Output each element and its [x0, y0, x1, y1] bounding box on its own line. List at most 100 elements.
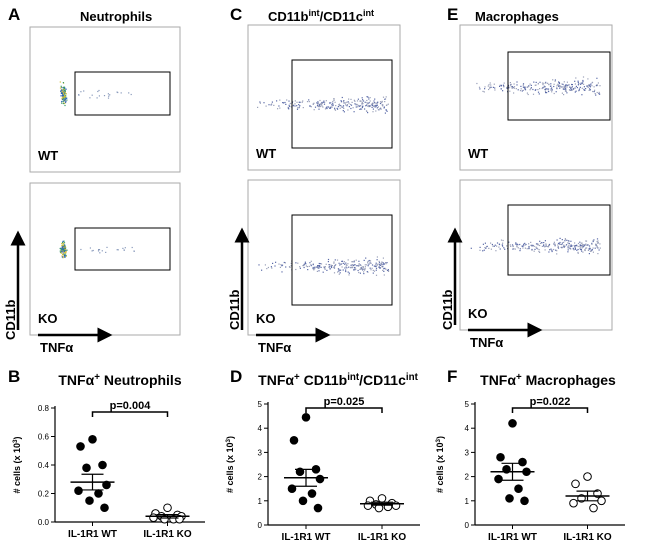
event-dot: [563, 241, 565, 243]
event-dot: [333, 266, 335, 269]
event-dot: [342, 100, 345, 102]
event-dot: [347, 259, 349, 261]
event-dot: [547, 88, 550, 90]
event-dot: [323, 266, 325, 268]
event-dot: [63, 96, 66, 98]
event-dot: [512, 248, 514, 250]
event-dot: [558, 84, 560, 86]
data-point: [94, 489, 103, 498]
event-dot: [547, 246, 549, 248]
event-dot: [557, 244, 559, 246]
event-dot: [589, 85, 591, 87]
event-dot: [61, 96, 63, 98]
event-dot: [584, 244, 586, 246]
event-dot: [385, 262, 387, 264]
event-dot: [545, 88, 547, 90]
text-segment: int: [363, 8, 374, 18]
event-dot: [323, 267, 325, 269]
event-dot: [485, 247, 487, 249]
event-dot: [321, 101, 323, 104]
event-dot: [511, 87, 513, 89]
event-dot: [582, 251, 584, 253]
event-dot: [536, 247, 538, 249]
event-dot: [342, 106, 344, 108]
event-dot: [62, 89, 64, 91]
x-axis-label: TNFα: [258, 340, 291, 355]
event-dot: [294, 105, 296, 107]
event-dot: [551, 87, 553, 89]
event-dot: [577, 252, 579, 254]
event-dot: [359, 100, 361, 102]
event-dot: [63, 98, 65, 100]
event-dot: [298, 106, 300, 108]
p-value: p=0.004: [110, 400, 152, 412]
event-dot: [60, 90, 63, 92]
event-dot: [513, 86, 516, 88]
text-segment: # cells (x 10: [12, 443, 22, 494]
event-dot: [567, 242, 569, 244]
event-dot: [349, 103, 351, 106]
event-dot: [385, 109, 387, 111]
event-dot: [62, 93, 64, 95]
event-dot: [530, 84, 532, 86]
text-segment: +: [294, 372, 300, 383]
panel-letter: E: [447, 5, 458, 24]
event-dot: [583, 88, 585, 90]
y-tick-label: 4: [465, 424, 470, 433]
event-dot: [556, 88, 558, 90]
event-dot: [335, 105, 337, 107]
event-dot: [596, 246, 598, 248]
sample-label: WT: [38, 148, 58, 163]
event-dot: [572, 247, 574, 249]
event-dot: [378, 266, 380, 268]
event-dot: [384, 267, 386, 269]
event-dot: [570, 248, 572, 250]
event-dot: [63, 91, 65, 93]
event-dot: [499, 85, 501, 87]
event-dot: [345, 269, 347, 271]
event-dot: [375, 263, 377, 266]
event-dot: [64, 95, 66, 97]
event-dot: [579, 241, 581, 243]
y-tick-label: 3: [465, 448, 470, 457]
event-dot: [128, 92, 130, 94]
event-dot: [584, 248, 586, 251]
event-dot: [299, 266, 301, 268]
event-dot: [382, 257, 384, 259]
event-dot: [597, 82, 599, 84]
data-point: [163, 503, 172, 513]
event-dot: [575, 85, 577, 87]
event-dot: [550, 88, 552, 90]
event-dot: [366, 271, 368, 273]
event-dot: [299, 101, 301, 103]
event-dot: [360, 268, 362, 270]
event-dot: [347, 101, 349, 103]
event-dot: [325, 263, 327, 265]
p-value: p=0.025: [324, 396, 365, 408]
chart-title: TNFα+ Macrophages: [480, 372, 616, 389]
event-dot: [583, 83, 585, 85]
event-dot: [273, 104, 275, 106]
text-segment: ): [12, 436, 22, 439]
event-dot: [566, 244, 568, 246]
event-dot: [264, 264, 266, 266]
event-dot: [563, 87, 565, 89]
event-dot: [528, 245, 530, 248]
event-dot: [123, 249, 125, 251]
text-segment: int: [347, 372, 360, 383]
event-dot: [494, 89, 496, 91]
y-tick-label: 5: [258, 400, 263, 409]
event-dot: [109, 94, 111, 96]
event-dot: [325, 107, 327, 109]
event-dot: [375, 269, 377, 271]
event-dot: [332, 104, 334, 107]
event-dot: [59, 251, 62, 253]
event-dot: [89, 97, 91, 99]
event-dot: [515, 242, 517, 244]
y-axis-label: CD11b: [440, 289, 455, 330]
event-dot: [563, 94, 565, 96]
event-dot: [559, 237, 561, 239]
event-dot: [379, 102, 382, 105]
event-dot: [60, 91, 62, 93]
event-dot: [271, 103, 273, 105]
